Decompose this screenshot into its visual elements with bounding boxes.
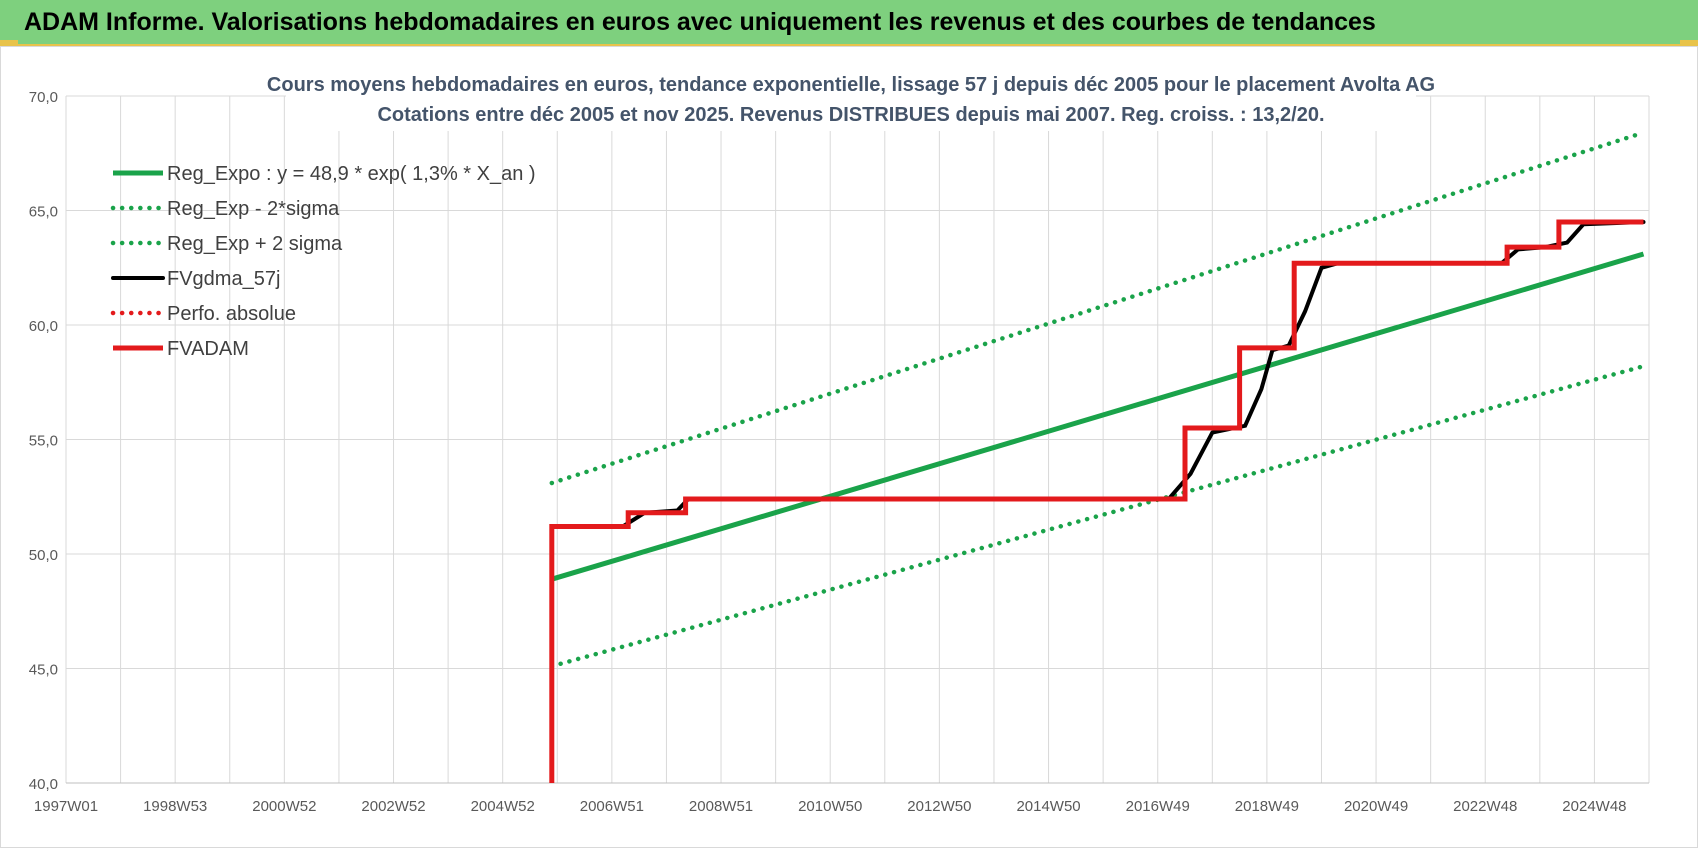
x-tick-label: 2000W52 <box>252 798 316 815</box>
series-line-0 <box>551 251 1645 582</box>
x-tick-label: 2014W50 <box>1016 798 1080 815</box>
report-banner: ADAM Informe. Valorisations hebdomadaire… <box>0 0 1698 46</box>
chart-svg: 40,0 45,0 50,0 55,0 60,0 65,0 70,0 1997W01 1998… <box>29 65 1650 815</box>
chart-series <box>549 130 1646 783</box>
y-axis-ticks: 40,0 45,0 50,0 55,0 60,0 65,0 70,0 <box>29 89 58 793</box>
series-line-5 <box>549 219 1644 783</box>
y-tick-label: 65,0 <box>29 204 58 221</box>
x-tick-label: 1998W53 <box>143 798 207 815</box>
y-tick-label: 60,0 <box>29 318 58 335</box>
corner-marker-left <box>0 40 18 46</box>
x-tick-label: 1997W01 <box>34 798 98 815</box>
chart-title: Cours moyens hebdomadaires en euros, ten… <box>267 74 1435 96</box>
y-tick-label: 55,0 <box>29 433 58 450</box>
legend-label: FVgdma_57j <box>167 268 280 290</box>
x-tick-label: 2008W51 <box>689 798 753 815</box>
x-tick-label: 2024W48 <box>1562 798 1626 815</box>
x-tick-label: 2006W51 <box>580 798 644 815</box>
y-tick-label: 45,0 <box>29 662 58 679</box>
chart-grid <box>65 95 1650 784</box>
series-line-2 <box>549 130 1646 486</box>
x-tick-label: 2016W49 <box>1126 798 1190 815</box>
legend-label: Reg_Exp + 2 sigma <box>167 233 343 255</box>
legend-label: Reg_Expo : y = 48,9 * exp( 1,3% * X_an ) <box>167 163 536 185</box>
x-axis-ticks: 1997W01 1998W53 2000W52 2002W52 2004W52 2006W… <box>34 798 1627 815</box>
y-tick-label: 70,0 <box>29 89 58 106</box>
x-tick-label: 2020W49 <box>1344 798 1408 815</box>
legend-label: FVADAM <box>167 338 249 360</box>
legend-label: Perfo. absolue <box>167 303 296 325</box>
chart-legend: Reg_Expo : y = 48,9 * exp( 1,3% * X_an )… <box>110 163 536 360</box>
x-tick-label: 2012W50 <box>907 798 971 815</box>
y-tick-label: 50,0 <box>29 547 58 564</box>
x-tick-label: 2018W49 <box>1235 798 1299 815</box>
chart-frame: 40,0 45,0 50,0 55,0 60,0 65,0 70,0 1997W01 1998… <box>0 46 1698 848</box>
series-line-1 <box>549 363 1646 669</box>
chart-title-background <box>286 65 1416 131</box>
legend-label: Reg_Exp - 2*sigma <box>167 198 340 220</box>
x-tick-label: 2022W48 <box>1453 798 1517 815</box>
y-tick-label: 40,0 <box>29 776 58 793</box>
corner-marker-right <box>1680 40 1698 46</box>
report-title: ADAM Informe. Valorisations hebdomadaire… <box>24 8 1376 36</box>
x-tick-label: 2002W52 <box>361 798 425 815</box>
series-line-3 <box>549 220 1646 529</box>
chart-subtitle: Cotations entre déc 2005 et nov 2025. Re… <box>377 104 1324 126</box>
x-tick-label: 2010W50 <box>798 798 862 815</box>
x-tick-label: 2004W52 <box>471 798 535 815</box>
